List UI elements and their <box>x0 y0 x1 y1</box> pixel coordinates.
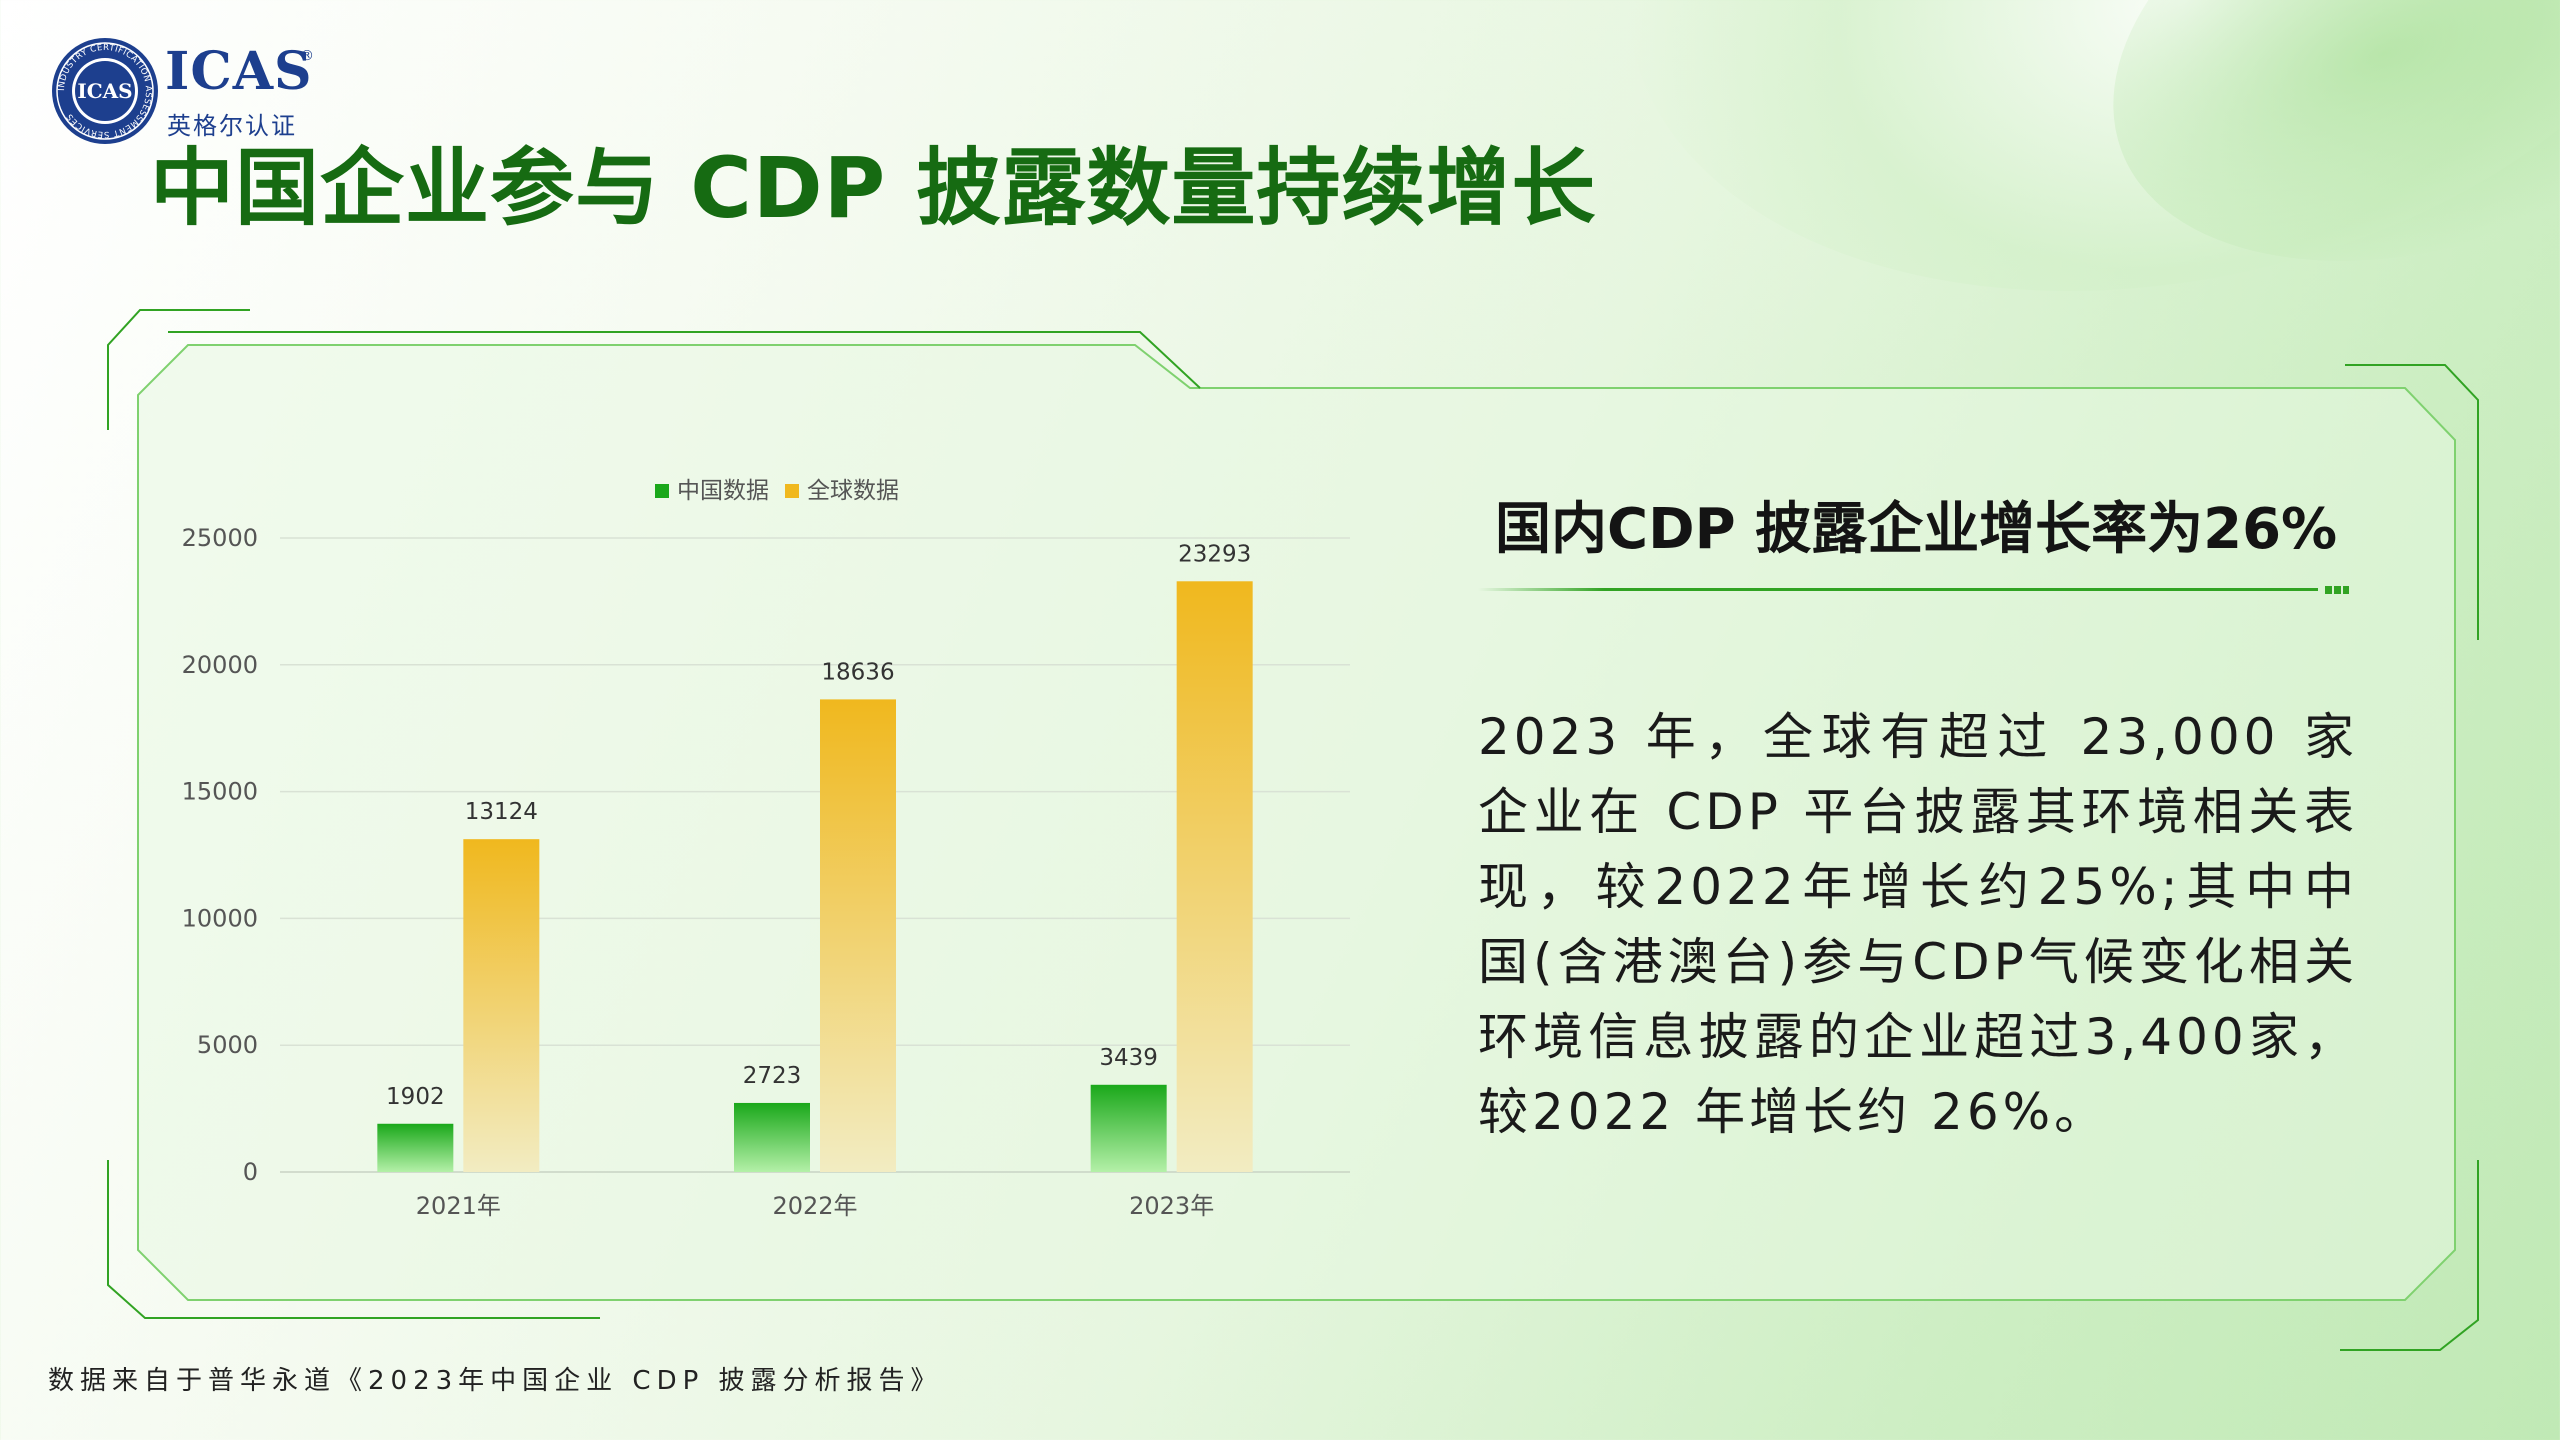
bar-china-2 <box>734 1102 810 1172</box>
logo-chinese-name: 英格尔认证 <box>167 112 297 140</box>
data-source-note: 数据来自于普华永道《2023年中国企业 CDP 披露分析报告》 <box>48 1366 943 1396</box>
bar-global-3 <box>1176 581 1253 1172</box>
page-title: 中国企业参与 CDP 披露数量持续增长 <box>150 139 1597 237</box>
y-tick-label: 20000 <box>182 651 258 679</box>
panel-fill <box>137 344 2456 1301</box>
data-label: 13124 <box>465 799 538 825</box>
x-tick-label: 2023年 <box>1129 1192 1214 1220</box>
seal-center-text: ICAS <box>77 79 132 103</box>
registered-mark: ® <box>300 48 314 64</box>
icas-logo: INDUSTRY CERTIFICATION ASSESSMENT SERVIC… <box>50 36 320 146</box>
x-tick-label: 2021年 <box>416 1192 501 1220</box>
panel-outer-line-top <box>168 331 1201 389</box>
panel-outer-line-bottom-left <box>107 1160 600 1319</box>
bar-global-2 <box>820 699 896 1172</box>
growth-rate-heading: 国内CDP 披露企业增长率为26% <box>1495 497 2338 562</box>
bar-chart: 0 5000 10000 15000 20000 25000 1902 13124 2021年 2… <box>182 478 1350 1220</box>
y-tick-label: 0 <box>243 1158 258 1186</box>
heading-underline <box>1478 588 2318 591</box>
heading-underline-accent <box>2325 586 2349 594</box>
bar-china-1 <box>377 1123 454 1172</box>
bar-global-1 <box>463 839 540 1172</box>
y-tick-label: 5000 <box>197 1031 258 1059</box>
panel-outer-line-right <box>2345 364 2479 640</box>
data-label: 2723 <box>743 1063 802 1089</box>
legend-label: 中国数据 <box>677 478 769 504</box>
data-label: 23293 <box>1178 541 1251 567</box>
data-label: 18636 <box>821 659 894 685</box>
legend-swatch-china <box>655 484 669 498</box>
growth-description: 2023 年，全球有超过 23,000 家企业在 CDP 平台披露其环境相关表现… <box>1478 708 2358 1141</box>
logo-wordmark: ICAS <box>165 41 313 102</box>
legend-label: 全球数据 <box>807 478 899 504</box>
x-tick-label: 2022年 <box>772 1192 857 1220</box>
panel-outer-line-bottom-right <box>2340 1160 2479 1351</box>
panel-outer-line <box>107 309 250 430</box>
y-tick-label: 15000 <box>182 778 258 806</box>
legend-swatch-global <box>785 484 799 498</box>
icas-seal-icon: INDUSTRY CERTIFICATION ASSESSMENT SERVIC… <box>52 38 158 144</box>
y-tick-label: 10000 <box>182 904 258 932</box>
data-label: 3439 <box>1099 1045 1158 1071</box>
y-tick-label: 25000 <box>182 524 258 552</box>
bar-china-3 <box>1090 1084 1167 1172</box>
data-label: 1902 <box>386 1084 445 1110</box>
